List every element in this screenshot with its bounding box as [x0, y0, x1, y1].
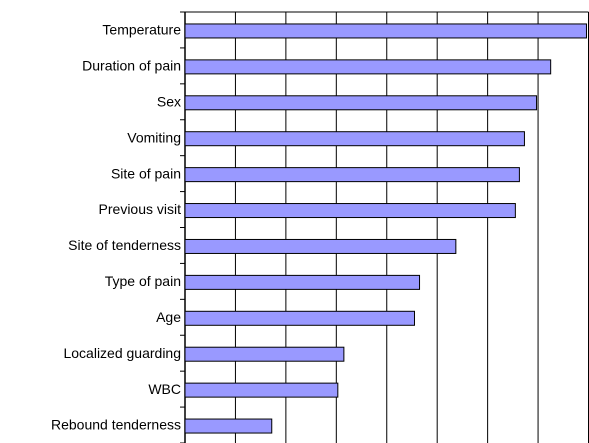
bar	[184, 95, 538, 111]
y-tick-label: Previous visit	[99, 201, 182, 217]
y-tick-label: Age	[156, 309, 181, 325]
y-tick-label: Vomiting	[127, 129, 181, 145]
y-tick-label: Site of tenderness	[68, 237, 181, 253]
bar	[184, 59, 552, 75]
bar	[184, 203, 516, 219]
bar	[184, 238, 457, 254]
bar	[184, 418, 273, 434]
y-tick-label: Duration of pain	[82, 58, 181, 74]
bar	[184, 23, 587, 39]
y-tick-label: Type of pain	[105, 273, 181, 289]
y-tick-label: Localized guarding	[63, 345, 181, 361]
y-tick-label: Sex	[157, 93, 181, 109]
y-tick-label: Temperature	[102, 22, 181, 38]
bar	[184, 131, 525, 147]
bar	[184, 310, 415, 326]
bar	[184, 167, 520, 183]
y-tick-label: WBC	[148, 381, 181, 397]
bar	[184, 346, 345, 362]
y-tick-label: Site of pain	[111, 165, 181, 181]
bar	[184, 274, 421, 290]
bar	[184, 382, 339, 398]
y-tick-label: Rebound tenderness	[51, 417, 181, 433]
